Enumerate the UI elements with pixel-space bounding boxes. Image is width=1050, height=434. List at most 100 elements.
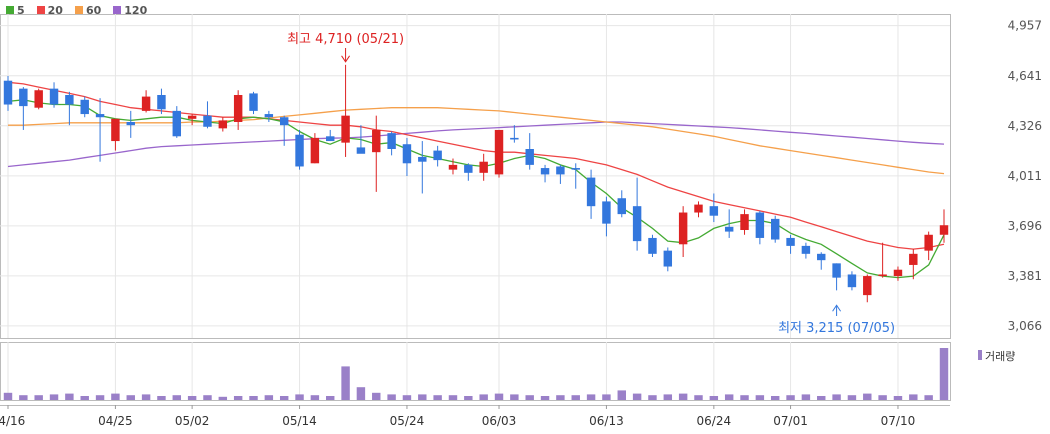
volume-panel-frame: [0, 342, 951, 401]
series-line-ma120: [7, 121, 945, 168]
volume-bar: [494, 393, 504, 400]
annotation-low-arrowhead: [832, 304, 842, 312]
price-panel-frame: [0, 14, 951, 339]
volume-bar: [817, 396, 826, 400]
volume-bar: [279, 396, 289, 400]
series-line-ma20: [7, 81, 945, 250]
candle-body: [510, 137, 519, 140]
candle-body: [65, 95, 74, 105]
candle-body: [402, 144, 412, 164]
volume-bar: [602, 394, 611, 400]
candle-body: [372, 129, 381, 153]
candle-body: [694, 204, 703, 213]
x-tick-label: 05/24: [390, 414, 425, 428]
candle-body: [709, 206, 719, 216]
volume-bar: [233, 396, 243, 400]
volume-bar: [878, 395, 887, 400]
candle-body: [249, 93, 258, 111]
y-tick-label: 3,066: [1008, 319, 1042, 333]
volume-bar: [65, 393, 74, 400]
candle-body: [540, 168, 550, 175]
volume-bar: [525, 395, 534, 400]
candle-body: [233, 95, 243, 122]
candle-body: [172, 110, 182, 137]
volume-bar: [617, 390, 626, 400]
volume-bar: [510, 394, 519, 400]
candle-body: [893, 269, 903, 277]
x-tick-label: 05/14: [282, 414, 317, 428]
volume-bar: [863, 393, 872, 400]
annotation-high-arrowhead: [341, 55, 350, 63]
candle-body: [387, 133, 396, 149]
volume-bar: [909, 394, 918, 400]
volume-bar: [418, 394, 427, 400]
candle-body: [617, 198, 626, 215]
volume-bar: [402, 395, 412, 400]
x-tick-label: 06/03: [482, 414, 517, 428]
candle-body: [909, 253, 918, 265]
candle-body: [939, 225, 949, 235]
volume-bar: [786, 395, 795, 400]
volume-bar: [709, 396, 719, 400]
candle-body: [126, 122, 135, 126]
y-tick-label: 4,641: [1008, 69, 1042, 83]
candle-body: [111, 118, 120, 142]
candle-body: [740, 214, 749, 230]
volume-bar: [172, 395, 182, 400]
legend-swatch-ma20: [36, 6, 45, 14]
candle-body: [678, 212, 688, 245]
legend-swatch-ma120: [113, 6, 122, 14]
volume-bar: [678, 393, 688, 400]
candle-body: [786, 237, 795, 246]
candle-body: [494, 129, 504, 175]
candle-body: [801, 245, 811, 254]
candle-body: [632, 206, 642, 242]
candle-body: [218, 120, 228, 129]
legend-label-ma5: 5: [17, 3, 25, 17]
candle-body: [479, 161, 488, 173]
volume-bar: [372, 392, 381, 400]
legend-label-ma120: 120: [124, 3, 148, 17]
candle-body: [326, 136, 335, 142]
x-tick-label: 05/02: [175, 414, 210, 428]
x-tick-label: 07/01: [773, 414, 808, 428]
annotation-low: 최저 3,215 (07/05): [778, 321, 895, 336]
candle-body: [832, 263, 841, 278]
volume-label: 거래량: [985, 350, 1015, 363]
volume-bar: [218, 396, 228, 400]
volume-bar: [80, 396, 89, 400]
candle-body: [19, 88, 28, 107]
volume-bar: [49, 394, 59, 400]
candle-body: [433, 150, 442, 161]
volume-bar: [95, 395, 105, 400]
legend-item-ma120: 120: [113, 3, 147, 17]
volume-bar: [694, 395, 703, 400]
candle-body: [724, 226, 734, 232]
candle-body: [648, 237, 657, 254]
volume-bar: [801, 394, 811, 400]
candle-body: [341, 115, 350, 143]
candle-body: [187, 115, 197, 119]
volume-bar: [540, 396, 550, 400]
volume-bar: [571, 395, 580, 400]
legend-swatch-ma60: [74, 6, 83, 14]
candle-body: [95, 114, 105, 118]
candle-body: [3, 80, 13, 105]
volume-bar: [448, 395, 458, 400]
y-tick-label: 3,381: [1008, 269, 1042, 283]
volume-bar: [3, 392, 13, 400]
candle-body: [49, 88, 59, 105]
volume-bar: [203, 395, 212, 400]
volume-bar: [663, 394, 673, 400]
series-line-ma60: [8, 107, 945, 175]
volume-bar: [556, 395, 565, 400]
candle-body: [863, 276, 872, 296]
annotation-high: 최고 4,710 (05/21): [287, 32, 404, 47]
candle-body: [157, 95, 166, 110]
volume-bar: [648, 395, 657, 400]
legend-swatch-ma5: [6, 6, 14, 14]
volume-bar: [326, 396, 335, 400]
volume-bar: [724, 394, 734, 400]
volume-bar: [847, 395, 857, 400]
